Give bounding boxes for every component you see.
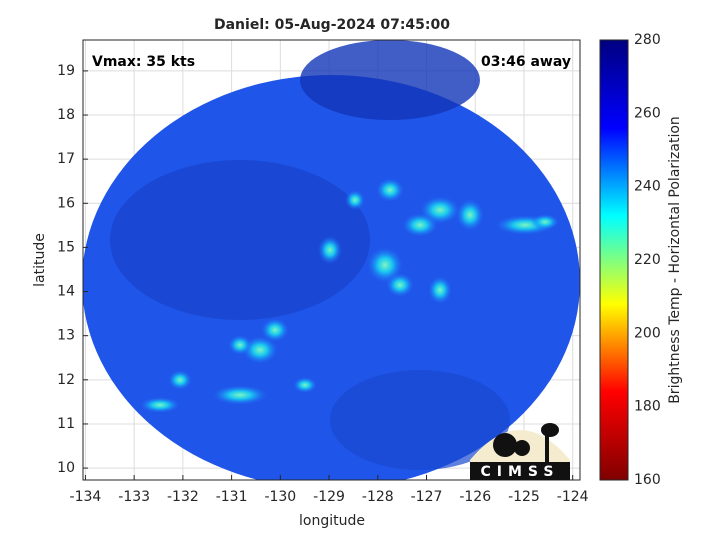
- x-tick-label: -130: [264, 489, 296, 505]
- colorbar-tick-label: 280: [634, 32, 661, 48]
- convection: [402, 213, 438, 237]
- x-tick-label: -128: [362, 489, 394, 505]
- convection: [228, 335, 252, 355]
- colorbar-tick-label: 160: [634, 472, 661, 488]
- colorbar-tick-label: 200: [634, 325, 661, 341]
- x-tick-label: -127: [411, 489, 443, 505]
- swath-dark: [110, 160, 370, 320]
- y-tick-label: 14: [57, 284, 75, 300]
- x-axis-label: longitude: [299, 513, 365, 529]
- logo: CIMSS: [470, 423, 570, 480]
- x-tick-label: -134: [70, 489, 102, 505]
- swath-dark: [300, 40, 480, 120]
- convection: [261, 318, 289, 342]
- convection: [140, 397, 180, 413]
- y-tick-label: 15: [57, 239, 75, 255]
- y-tick-label: 10: [57, 460, 75, 476]
- convection: [376, 178, 404, 202]
- logo-text: CIMSS: [481, 464, 560, 480]
- y-tick-label: 17: [57, 151, 75, 167]
- x-tick-label: -126: [459, 489, 491, 505]
- x-tick-label: -132: [167, 489, 199, 505]
- annotation: Vmax: 35 kts: [92, 54, 195, 70]
- colorbar-tick-label: 240: [634, 179, 661, 195]
- chart-title: Daniel: 05-Aug-2024 07:45:00: [214, 17, 450, 33]
- annotation: 03:46 away: [481, 54, 571, 70]
- axes-frame: [82, 39, 581, 481]
- convection: [367, 247, 403, 283]
- convection: [168, 370, 192, 390]
- y-tick-label: 13: [57, 328, 75, 344]
- convection: [212, 385, 268, 405]
- convection: [531, 214, 559, 230]
- x-tick-label: -133: [118, 489, 150, 505]
- colorbar: [599, 39, 629, 481]
- swath-dark: [330, 370, 510, 470]
- y-tick-label: 12: [57, 372, 75, 388]
- convection: [428, 276, 452, 304]
- convection: [293, 377, 317, 393]
- x-tick-label: -131: [216, 489, 248, 505]
- colorbar-tick-label: 220: [634, 252, 661, 268]
- image: [83, 40, 580, 480]
- convection: [456, 199, 484, 231]
- y-axis-label: latitude: [32, 233, 48, 287]
- colorbar-tick-label: 260: [634, 105, 661, 121]
- x-tick-label: -124: [557, 489, 589, 505]
- y-tick-label: 16: [57, 195, 75, 211]
- colorbar-tick-label: 180: [634, 399, 661, 415]
- x-tick-label: -129: [313, 489, 345, 505]
- convection: [318, 236, 342, 264]
- convection: [345, 190, 365, 210]
- y-tick-label: 18: [57, 107, 75, 123]
- y-tick-label: 11: [57, 416, 75, 432]
- convection: [386, 273, 414, 297]
- x-tick-label: -125: [508, 489, 540, 505]
- y-tick-label: 19: [57, 63, 75, 79]
- colorbar-label: Brightness Temp - Horizontal Polarizatio…: [667, 116, 683, 404]
